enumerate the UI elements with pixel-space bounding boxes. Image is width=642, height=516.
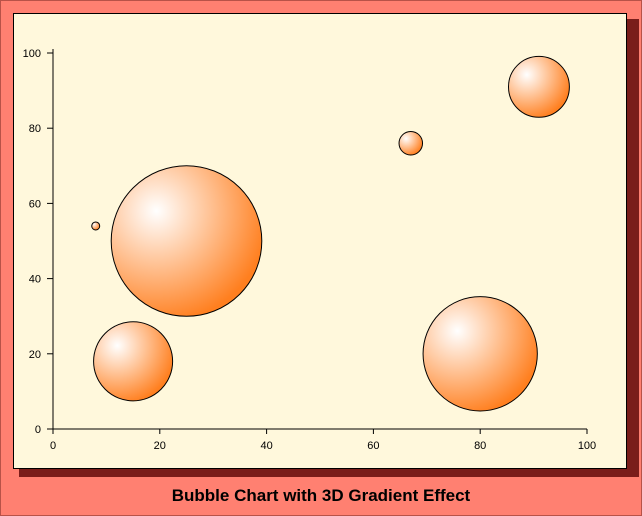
bubble <box>93 321 174 402</box>
chart-title: Bubble Chart with 3D Gradient Effect <box>171 486 471 505</box>
bubble <box>91 221 101 231</box>
x-tick-label: 0 <box>50 440 56 452</box>
bubble <box>398 130 424 156</box>
bubble <box>508 55 570 118</box>
y-tick-label: 100 <box>23 48 41 60</box>
y-tick-label: 80 <box>29 123 41 135</box>
y-tick-label: 40 <box>29 274 41 286</box>
bubbles <box>91 55 570 412</box>
axes: 0 20 40 60 80 100 0 20 40 60 80 100 <box>23 48 597 452</box>
x-tick-label: 80 <box>474 440 486 452</box>
x-tick-label: 40 <box>260 440 272 452</box>
x-tick-label: 100 <box>578 440 596 452</box>
y-tick-label: 0 <box>35 424 41 436</box>
y-tick-label: 20 <box>29 349 41 361</box>
x-tick-label: 60 <box>367 440 379 452</box>
bubble <box>422 296 538 412</box>
x-tick-label: 20 <box>154 440 166 452</box>
y-tick-label: 60 <box>29 198 41 210</box>
bubble <box>110 165 263 317</box>
